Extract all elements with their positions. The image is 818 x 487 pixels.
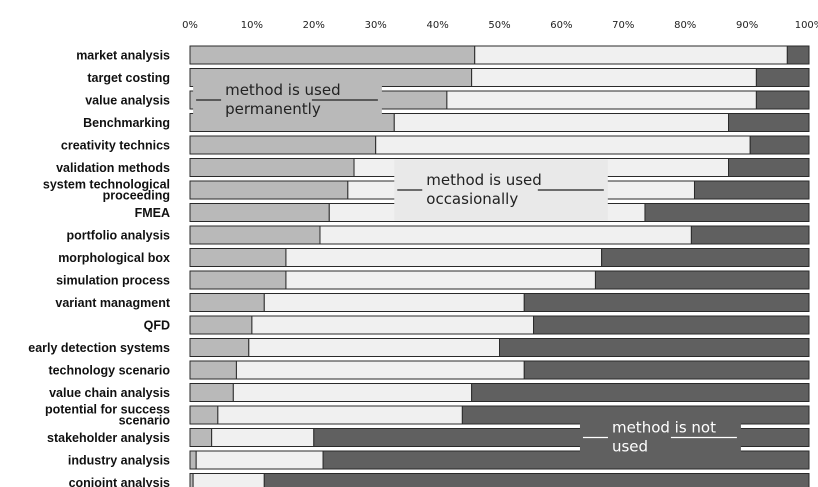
category-label: simulation process (56, 274, 170, 288)
x-tick-label: 10% (241, 20, 263, 31)
bar-segment (189, 315, 253, 335)
bar-segment (195, 450, 324, 470)
annotation-label: method is used occasionally (426, 171, 542, 208)
bar-segment (189, 450, 197, 470)
x-axis-ticks: 0% 10% 20% 30% 40% 50% 60% 70% 80% 90% 100% (182, 20, 818, 31)
x-tick-label: 90% (736, 20, 758, 31)
bar-segment (192, 473, 265, 487)
bar-segment (533, 315, 810, 335)
x-tick-label: 30% (365, 20, 387, 31)
category-label: early detection systems (28, 341, 170, 355)
x-tick-label: 20% (303, 20, 325, 31)
category-label: industry analysis (68, 454, 170, 468)
bar-segment (248, 338, 500, 357)
bar-segment (189, 270, 287, 290)
category-label: portfolio analysis (67, 229, 171, 243)
bar-segment (755, 90, 810, 110)
bar-segment (235, 360, 525, 380)
category-label: potential for success scenario (45, 403, 170, 428)
bar-segment (189, 338, 250, 357)
bar-segment (189, 428, 213, 447)
x-tick-label: 100% (795, 20, 818, 31)
bar-segment (189, 383, 234, 402)
category-label: value analysis (85, 94, 170, 108)
bar-segment (471, 383, 810, 402)
bar-segment (189, 203, 330, 222)
bar-segment (693, 180, 810, 200)
bar-segment (594, 270, 810, 290)
category-label: creativity technics (61, 139, 170, 153)
x-tick-label: 0% (182, 20, 198, 31)
x-tick-label: 60% (550, 20, 572, 31)
annotations-group: method is used permanently method is used o… (193, 69, 741, 468)
bar-segment (285, 270, 596, 290)
category-label: technology scenario (48, 364, 170, 378)
bar-segment (285, 248, 603, 267)
bar-segment (217, 405, 463, 425)
bar-segment (189, 158, 355, 177)
bar-segment (755, 68, 810, 87)
bar-segment (644, 203, 810, 222)
annotation-label: method is not used (612, 419, 716, 456)
x-tick-label: 50% (488, 20, 510, 31)
bar-segment (189, 180, 349, 200)
bar-segment (189, 248, 287, 267)
bar-segment (189, 225, 321, 245)
bar-segment (690, 225, 810, 245)
category-labels: market analysis target costing value analy… (28, 49, 171, 487)
category-label: value chain analysis (49, 386, 170, 400)
category-label: market analysis (76, 49, 170, 63)
category-label: Benchmarking (83, 116, 170, 130)
category-label: QFD (144, 319, 170, 333)
bar-segment (251, 315, 535, 335)
bar-segment (319, 225, 692, 245)
bar-segment (471, 68, 757, 87)
bar-segment (446, 90, 757, 110)
bar-segment (728, 113, 810, 132)
category-label: conjoint analysis (69, 476, 170, 487)
bars-group (189, 45, 810, 487)
category-label: variant managment (55, 296, 170, 310)
bar-segment (786, 45, 810, 65)
bar-segment (189, 293, 265, 312)
bar-segment (523, 360, 810, 380)
bar-segment (728, 158, 810, 177)
bar-segment (601, 248, 810, 267)
bar-segment (189, 360, 237, 380)
bar-segment (499, 338, 810, 357)
x-tick-label: 40% (426, 20, 448, 31)
bar-segment (189, 405, 219, 425)
x-tick-label: 80% (674, 20, 696, 31)
category-label: FMEA (135, 206, 170, 220)
category-label: target costing (87, 71, 170, 85)
annotation-label: method is used permanently (225, 81, 341, 118)
bar-segment (474, 45, 788, 65)
bar-segment (523, 293, 810, 312)
bar-segment (189, 135, 377, 155)
bar-segment (263, 473, 810, 487)
bar-segment (263, 293, 525, 312)
bar-segment (375, 135, 751, 155)
category-label: morphological box (58, 251, 170, 265)
category-label: system technological proceeding (43, 178, 170, 203)
category-label: stakeholder analysis (47, 431, 170, 445)
category-label: validation methods (56, 161, 170, 175)
bar-segment (189, 45, 476, 65)
x-tick-label: 70% (612, 20, 634, 31)
bar-segment (393, 113, 730, 132)
bar-segment (232, 383, 473, 402)
bar-segment (211, 428, 315, 447)
bar-segment (749, 135, 810, 155)
